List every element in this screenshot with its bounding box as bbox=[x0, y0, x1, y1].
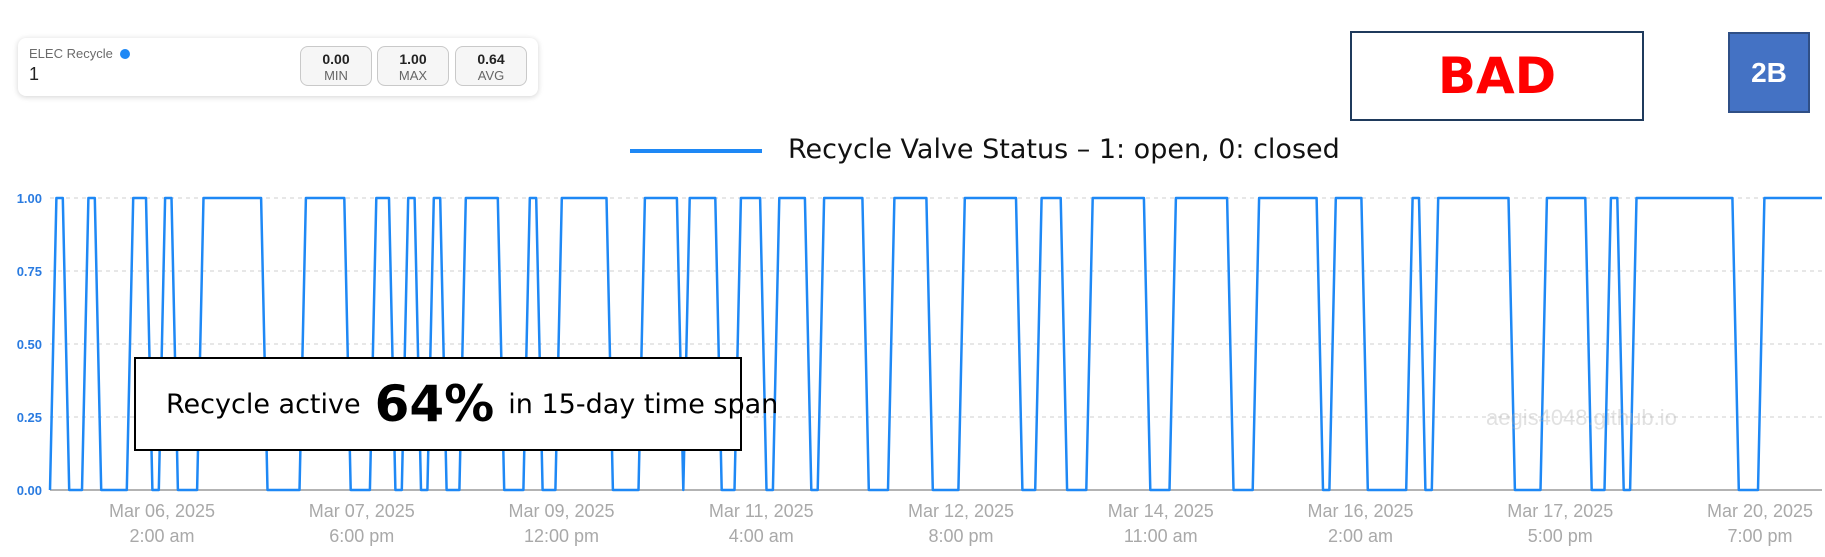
annotation-suffix: in 15-day time span bbox=[508, 388, 779, 420]
min-value: 0.00 bbox=[322, 51, 350, 67]
y-tick-label: 0.25 bbox=[17, 410, 42, 425]
x-tick-date: Mar 07, 2025 bbox=[309, 501, 415, 521]
avg-value: 0.64 bbox=[477, 51, 505, 67]
watermark: aegis4048.github.io bbox=[1486, 405, 1677, 430]
stats-current-value: 1 bbox=[29, 64, 40, 84]
x-tick-time: 4:00 am bbox=[729, 526, 794, 546]
max-value: 1.00 bbox=[399, 51, 427, 67]
stats-title: ELEC Recycle bbox=[29, 46, 130, 61]
max-pill[interactable]: 1.00 MAX bbox=[377, 46, 449, 86]
x-tick-time: 6:00 pm bbox=[329, 526, 394, 546]
x-tick-time: 12:00 pm bbox=[524, 526, 599, 546]
y-tick-label: 0.75 bbox=[17, 264, 42, 279]
y-tick-label: 1.00 bbox=[17, 191, 42, 206]
avg-pill[interactable]: 0.64 AVG bbox=[455, 46, 527, 86]
annotation-value: 64% bbox=[374, 375, 495, 433]
x-tick-date: Mar 09, 2025 bbox=[508, 501, 614, 521]
legend-swatch bbox=[630, 149, 762, 153]
min-label: MIN bbox=[324, 68, 348, 83]
y-tick-label: 0.00 bbox=[17, 483, 42, 498]
series-layer bbox=[48, 196, 1822, 492]
x-tick-date: Mar 06, 2025 bbox=[109, 501, 215, 521]
x-tick-date: Mar 20, 2025 bbox=[1707, 501, 1813, 521]
series-line bbox=[48, 196, 1822, 492]
avg-label: AVG bbox=[477, 68, 505, 83]
x-axis: Mar 06, 2025 2:00 am Mar 07, 2025 6:00 pm Ma… bbox=[109, 501, 1813, 546]
x-tick-date: Mar 11, 2025 bbox=[709, 501, 814, 521]
max-label: MAX bbox=[398, 68, 428, 83]
case-code-box: 2B bbox=[1728, 32, 1810, 113]
series-color-dot bbox=[119, 48, 130, 59]
x-tick-date: Mar 12, 2025 bbox=[908, 501, 1014, 521]
x-tick-date: Mar 16, 2025 bbox=[1307, 501, 1413, 521]
x-tick-time: 11:00 am bbox=[1124, 526, 1198, 546]
y-axis: 1.00 0.75 0.50 0.25 0.00 bbox=[17, 191, 42, 498]
min-pill[interactable]: 0.00 MIN bbox=[300, 46, 372, 86]
x-tick-date: Mar 17, 2025 bbox=[1507, 501, 1613, 521]
x-tick-time: 7:00 pm bbox=[1727, 526, 1792, 546]
stats-card: ELEC Recycle 1 0.00 MIN 1.00 MAX 0.64 AV… bbox=[18, 38, 538, 96]
stats-title-text: ELEC Recycle bbox=[29, 46, 113, 61]
x-tick-time: 5:00 pm bbox=[1528, 526, 1593, 546]
x-tick-time: 8:00 pm bbox=[928, 526, 993, 546]
x-tick-time: 2:00 am bbox=[1328, 526, 1393, 546]
y-tick-label: 0.50 bbox=[17, 337, 42, 352]
x-tick-time: 2:00 am bbox=[129, 526, 194, 546]
status-badge: BAD bbox=[1350, 31, 1644, 121]
x-tick-date: Mar 14, 2025 bbox=[1108, 501, 1214, 521]
annotation-box: Recycle active 64% in 15-day time span bbox=[134, 357, 778, 451]
legend-label: Recycle Valve Status – 1: open, 0: close… bbox=[788, 134, 1340, 165]
annotation-prefix: Recycle active bbox=[166, 388, 361, 420]
